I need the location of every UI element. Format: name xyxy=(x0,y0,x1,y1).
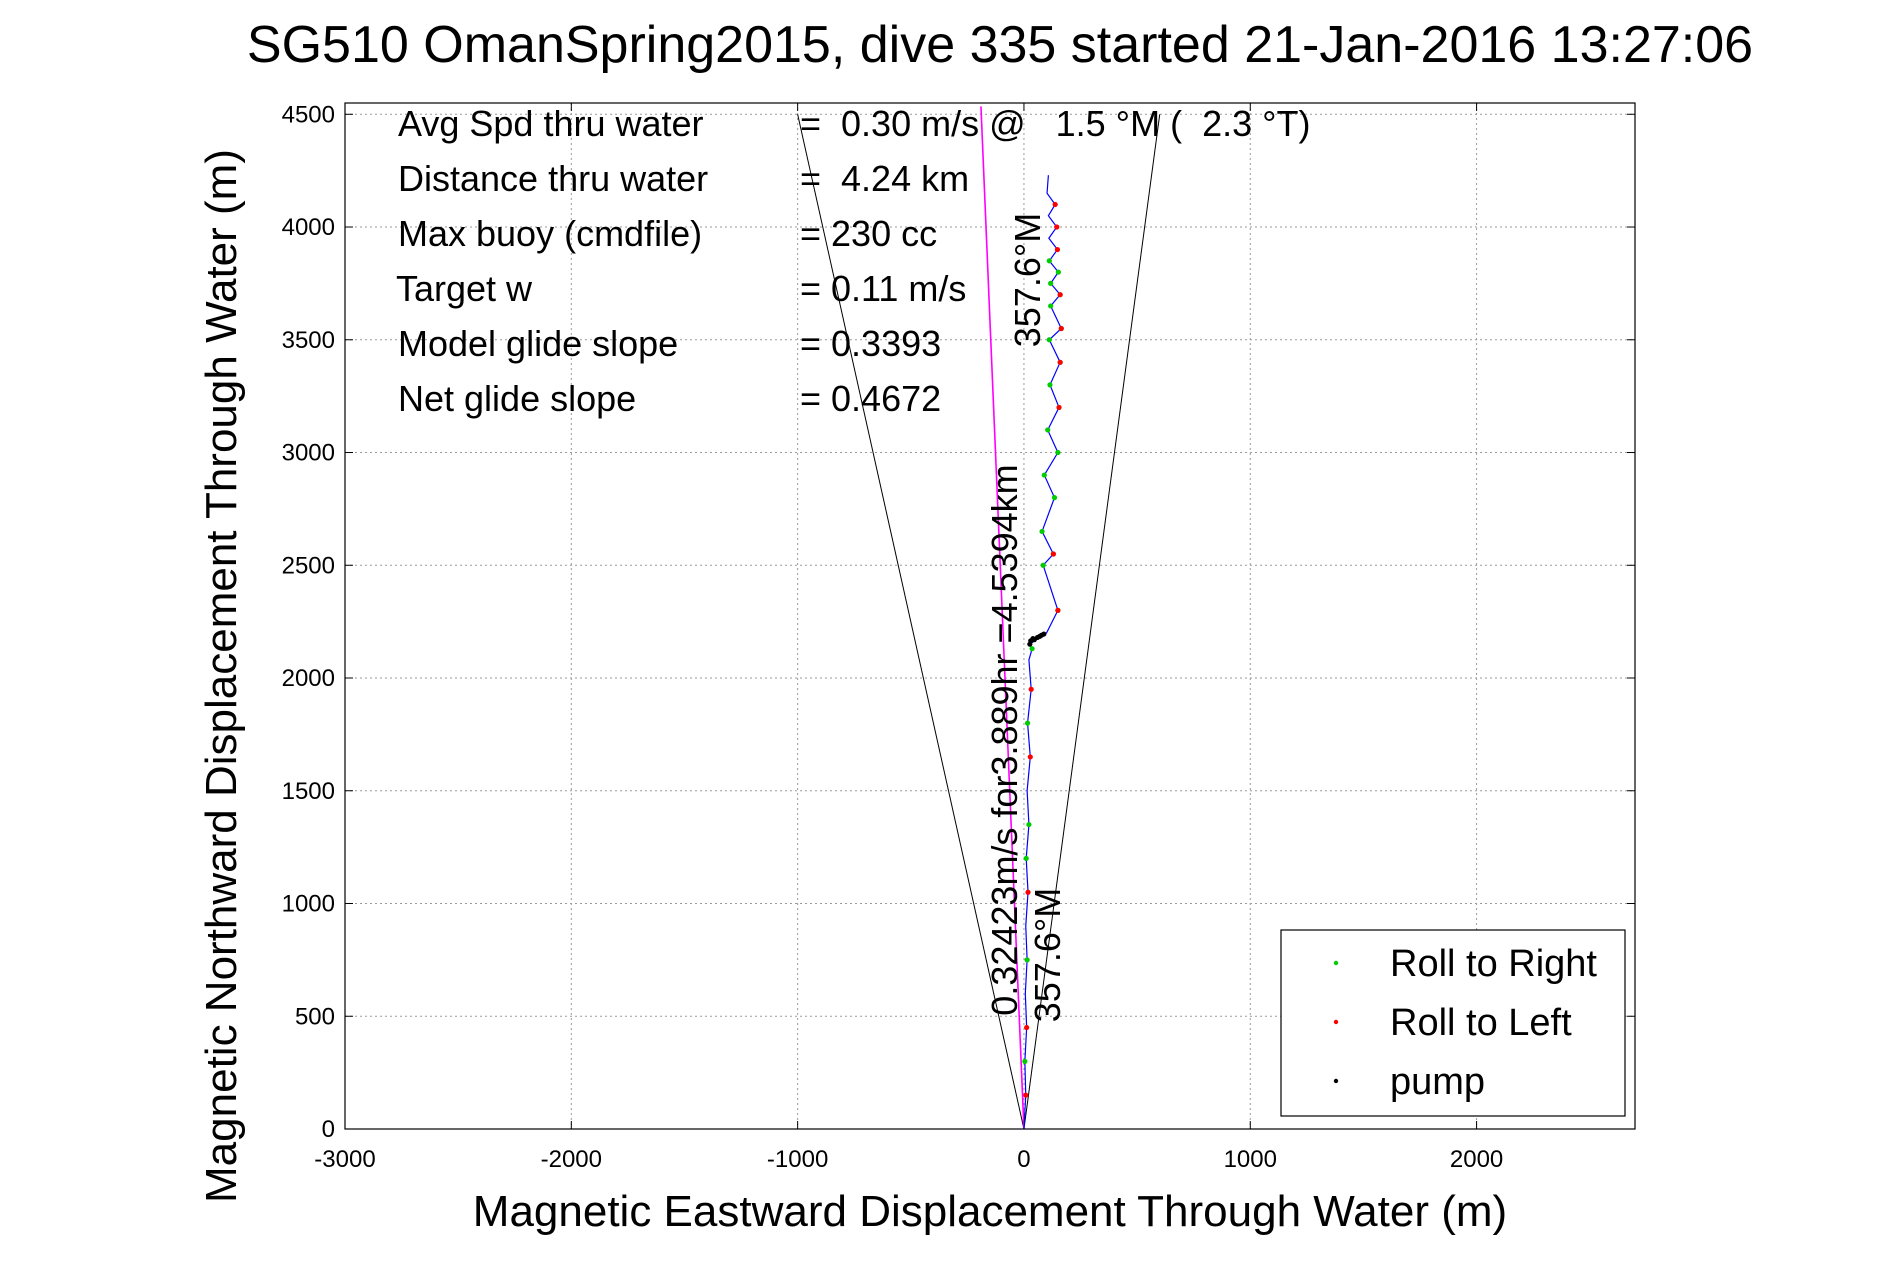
roll-left-point xyxy=(1027,754,1033,760)
stat-label-model-glide: Model glide slope xyxy=(398,323,678,364)
stat-value-avg-speed: = 0.30 m/s @ 1.5 °M ( 2.3 °T) xyxy=(800,103,1311,144)
stat-label-net-glide: Net glide slope xyxy=(398,378,636,419)
y-tick-label: 500 xyxy=(295,1003,335,1030)
roll-right-point xyxy=(1046,258,1052,264)
chart-title: SG510 OmanSpring2015, dive 335 started 2… xyxy=(247,16,1753,74)
roll-right-point xyxy=(1024,957,1030,963)
roll-left-point xyxy=(1057,359,1063,365)
roll-right-point xyxy=(1023,855,1029,862)
roll-right-point xyxy=(1048,280,1054,286)
y-tick-label: 0 xyxy=(322,1116,335,1143)
x-tick-label: 0 xyxy=(1017,1146,1030,1173)
roll-left-point xyxy=(1054,224,1060,230)
heading-cone-line xyxy=(797,114,1025,1130)
grid xyxy=(344,103,1635,1130)
roll-right-point xyxy=(1039,528,1045,535)
roll-left-point xyxy=(1057,292,1063,298)
legend-marker-roll-right xyxy=(1333,960,1339,966)
roll-right-point xyxy=(1055,449,1061,456)
y-tick-label: 1000 xyxy=(282,891,335,918)
roll-right-point xyxy=(1024,720,1031,726)
stat-value-net-glide: = 0.4672 xyxy=(800,378,941,419)
stat-label-distance: Distance thru water xyxy=(398,158,708,199)
roll-left-point xyxy=(1023,1092,1029,1098)
current-vector-annotation: 0.32423m/s for3.889hr =4.5394km xyxy=(984,464,1025,1015)
heading-cone xyxy=(797,114,1161,1130)
y-tick-label: 3500 xyxy=(282,327,335,354)
roll-right-point xyxy=(1026,821,1032,828)
roll-right-point xyxy=(1046,337,1052,343)
roll-left-point xyxy=(1052,201,1058,208)
stat-label-max-buoy: Max buoy (cmdfile) xyxy=(398,213,702,254)
legend-label-roll-right: Roll to Right xyxy=(1390,943,1597,985)
roll-left-point xyxy=(1050,551,1056,557)
y-tick-label: 2000 xyxy=(282,665,335,692)
stat-label-avg-speed: Avg Spd thru water xyxy=(398,103,704,144)
x-tick-label: -1000 xyxy=(767,1146,828,1173)
heading-cone-line xyxy=(1023,114,1161,1130)
roll-right-point xyxy=(1045,427,1051,433)
y-tick-label: 1500 xyxy=(282,778,335,805)
stat-value-max-buoy: = 230 cc xyxy=(800,213,937,254)
roll-left-point xyxy=(1055,607,1061,613)
series xyxy=(980,106,1064,1130)
stat-value-distance: = 4.24 km xyxy=(800,158,969,199)
roll-right-point xyxy=(1041,472,1047,478)
stat-label-target-w: Target w xyxy=(396,268,533,309)
plot-frame xyxy=(344,102,1636,1130)
y-tick-label: 3000 xyxy=(282,440,335,467)
stats-block: Avg Spd thru water = 0.30 m/s @ 1.5 °M (… xyxy=(396,103,1311,419)
legend-label-roll-left: Roll to Left xyxy=(1390,1002,1572,1044)
x-tick-label: -2000 xyxy=(541,1146,602,1173)
roll-right-point xyxy=(1051,495,1058,501)
heading-annotation-upper: 357.6°M xyxy=(1007,213,1048,347)
pump-point xyxy=(1041,631,1047,637)
legend-label-pump: pump xyxy=(1390,1061,1485,1103)
stat-value-model-glide: = 0.3393 xyxy=(800,323,941,364)
y-tick-label: 2500 xyxy=(282,552,335,579)
roll-left-point xyxy=(1054,246,1061,253)
x-tick-label: 1000 xyxy=(1224,1146,1277,1173)
roll-right-point xyxy=(1029,646,1035,652)
current-drift-line xyxy=(980,106,1025,1130)
roll-left-point xyxy=(1058,325,1064,332)
roll-right-point xyxy=(1040,562,1046,568)
legend-marker-roll-left xyxy=(1333,1019,1339,1025)
roll-left-point xyxy=(1024,1024,1030,1031)
x-tick-label: -3000 xyxy=(314,1146,375,1173)
y-tick-labels: 0 500 1000 1500 2000 2500 3000 3500 4000 4500 xyxy=(282,101,335,1143)
x-tick-label: 2000 xyxy=(1450,1146,1503,1173)
heading-annotation-lower: 357.6°M xyxy=(1027,888,1068,1022)
roll-right-point xyxy=(1055,269,1061,275)
roll-left-point xyxy=(1028,686,1034,692)
roll-right-point xyxy=(1022,1058,1028,1064)
x-axis-label: Magnetic Eastward Displacement Through W… xyxy=(473,1187,1507,1236)
roll-left-point xyxy=(1025,889,1031,895)
legend-marker-pump xyxy=(1333,1078,1339,1084)
y-axis-label: Magnetic Northward Displacement Through … xyxy=(197,149,246,1203)
legend: Roll to Right Roll to Left pump xyxy=(1280,929,1626,1117)
y-tick-label: 4000 xyxy=(282,214,335,241)
legend-box xyxy=(1280,929,1626,1117)
roll-left-point xyxy=(1056,404,1062,411)
x-tick-labels: -3000 -2000 -1000 0 1000 2000 xyxy=(314,1146,1503,1173)
stat-value-target-w: = 0.11 m/s xyxy=(800,268,966,309)
y-tick-label: 4500 xyxy=(282,101,335,128)
roll-right-point xyxy=(1047,382,1053,388)
roll-right-point xyxy=(1048,303,1054,309)
